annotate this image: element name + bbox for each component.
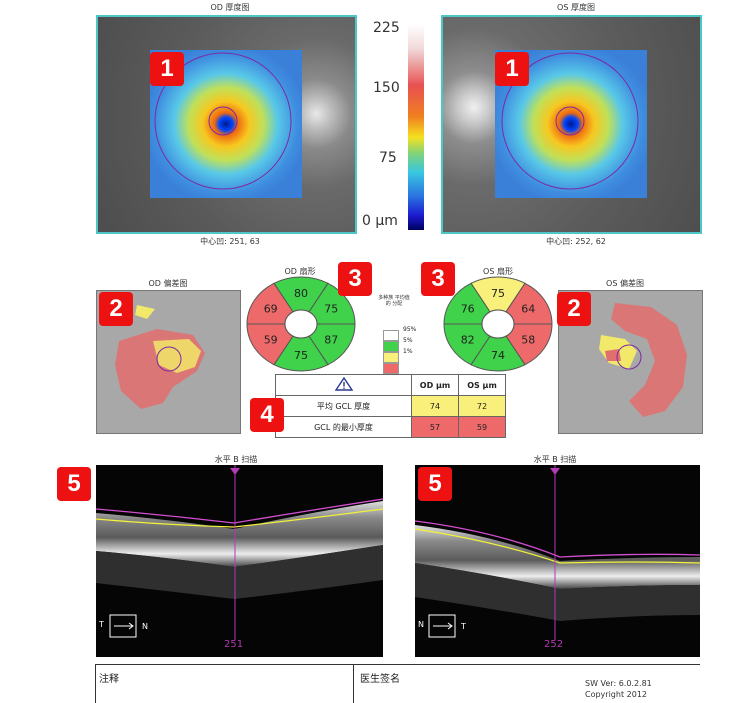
od-sector-value-4: 59: [264, 334, 278, 347]
od-sector-value-3: 75: [294, 349, 308, 362]
badge-1-od: 1: [150, 52, 184, 86]
copyright: Copyright 2012: [585, 690, 647, 699]
legend-label-95: 95%: [403, 326, 417, 333]
percentile-legend: 95% 5% 1%: [383, 326, 431, 374]
os-sector-value-0: 75: [491, 287, 505, 300]
os-deviation-title: OS 偏差图: [606, 279, 644, 288]
badge-3-os: 3: [421, 262, 455, 296]
od-sector-value-0: 80: [294, 287, 308, 300]
os-bscan[interactable]: N T 252: [415, 465, 700, 657]
gcl-row-avg-label: 平均 GCL 厚度: [275, 395, 412, 417]
od-thickness-title: OD 厚度图: [210, 3, 250, 12]
badge-1-os: 1: [495, 52, 529, 86]
gcl-warning-cell: [275, 374, 412, 396]
badge-3-od: 3: [338, 262, 372, 296]
footer-left-border: [95, 664, 96, 703]
signature-label: 医生签名: [360, 674, 400, 685]
os-orient-left: N: [418, 620, 424, 629]
footer-mid-border: [353, 664, 354, 703]
os-orient-right: T: [461, 622, 466, 631]
od-deviation-map[interactable]: [96, 290, 241, 434]
colorbar-tick-150: 150: [373, 80, 400, 96]
os-thickness-map[interactable]: [441, 15, 702, 234]
gcl-row-avg-os: 72: [458, 395, 506, 417]
os-sector-chart: 75 64 58 74 82 76: [443, 276, 553, 372]
gcl-row-min-od: 57: [411, 416, 459, 438]
legend-label-1: 1%: [403, 348, 413, 355]
os-sector-value-4: 82: [461, 334, 475, 347]
os-bscan-index: 252: [544, 639, 564, 650]
os-sector-center: [481, 309, 515, 339]
colorbar-tick-225: 225: [373, 20, 400, 36]
od-sector-title: OD 扇形: [284, 267, 316, 276]
badge-5-od: 5: [57, 467, 91, 501]
warning-triangle-icon: [334, 376, 353, 391]
badge-2-od: 2: [99, 292, 133, 326]
notes-label: 注释: [99, 674, 119, 685]
os-bscan-title: 水平 B 扫描: [533, 455, 577, 464]
os-sector-value-3: 74: [491, 349, 505, 362]
od-bscan-image: [96, 465, 383, 640]
od-orient-left: T: [99, 620, 104, 629]
gcl-col-od: OD µm: [411, 374, 459, 396]
sw-version: SW Ver: 6.0.2.81: [585, 679, 652, 688]
od-thickness-overlay: [150, 50, 302, 198]
od-sector-value-2: 87: [324, 334, 338, 347]
legend-swatch-1: [383, 352, 399, 363]
badge-2-os: 2: [557, 292, 591, 326]
os-thickness-title: OS 厚度图: [557, 3, 595, 12]
od-orient-right: N: [142, 622, 148, 631]
od-thickness-map[interactable]: [96, 15, 357, 234]
od-fovea-center: 中心凹: 251, 63: [200, 237, 260, 246]
od-bscan-title: 水平 B 扫描: [214, 455, 258, 464]
os-fovea-center: 中心凹: 252, 62: [546, 237, 606, 246]
od-sector-value-5: 69: [264, 303, 278, 316]
od-deviation-overlay: [97, 291, 240, 433]
os-sector-title: OS 扇形: [483, 267, 513, 276]
badge-4: 4: [250, 398, 284, 432]
legend-label-5: 5%: [403, 337, 413, 344]
od-bscan[interactable]: T N 251: [96, 465, 383, 657]
os-thickness-overlay: [495, 50, 647, 198]
od-bscan-index: 251: [224, 639, 244, 650]
od-sector-value-1: 75: [324, 303, 338, 316]
legend-swatch-5: [383, 341, 399, 352]
colorbar-tick-0: 0 µm: [362, 213, 398, 229]
badge-5-os: 5: [418, 467, 452, 501]
gcl-col-os: OS µm: [458, 374, 506, 396]
footer-divider: [95, 664, 700, 665]
legend-swatch-95: [383, 330, 399, 341]
od-sector-chart: 80 75 87 75 59 69: [246, 276, 356, 372]
legend-title: 多种族 平均值的 分配: [378, 295, 410, 307]
os-sector-value-5: 76: [461, 303, 475, 316]
os-sector-value-1: 64: [521, 303, 535, 316]
legend-swatch-red: [383, 363, 399, 374]
od-sector-center: [284, 309, 318, 339]
os-bscan-image: [415, 465, 700, 640]
gcl-row-min-os: 59: [458, 416, 506, 438]
os-sector-value-2: 58: [521, 334, 535, 347]
thickness-colorbar: [408, 24, 424, 230]
colorbar-tick-75: 75: [379, 150, 397, 166]
gcl-row-avg-od: 74: [411, 395, 459, 417]
gcl-row-min-label: GCL 的最小厚度: [275, 416, 412, 438]
gcl-table: OD µm OS µm 平均 GCL 厚度 74 72 GCL 的最小厚度 57…: [275, 374, 506, 438]
od-deviation-title: OD 偏差图: [148, 279, 188, 288]
